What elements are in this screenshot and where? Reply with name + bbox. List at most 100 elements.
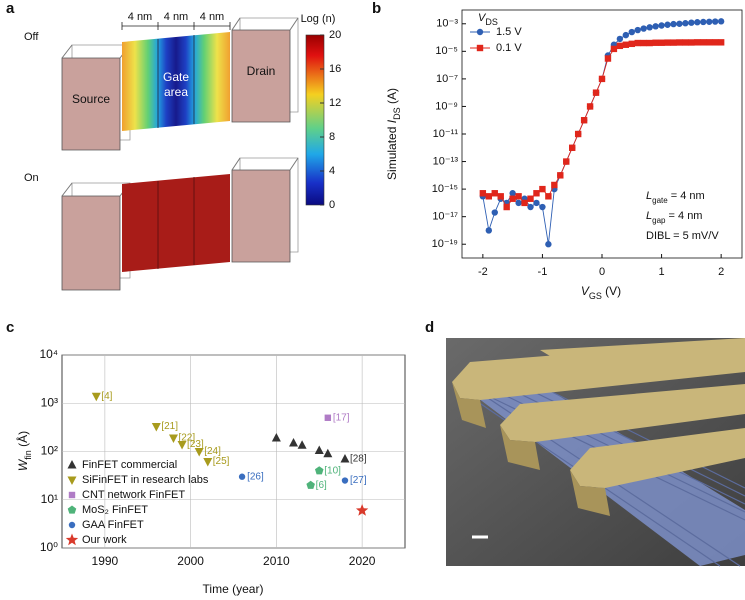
marker (551, 181, 558, 189)
marker (521, 199, 528, 207)
point-label: [25] (213, 456, 230, 467)
y-tick-label: 10⁻¹⁹ (432, 238, 458, 250)
point-label: [24] (204, 446, 221, 457)
label-part: (V) (602, 284, 621, 298)
y-axis-label: Simulated IDS (A) (385, 88, 402, 180)
marker (545, 241, 552, 248)
marker (711, 39, 719, 46)
marker (194, 448, 204, 457)
y-tick-label: 10⁻⁵ (435, 45, 458, 57)
y-tick-label: 10⁻¹¹ (433, 128, 459, 140)
drain-face (231, 169, 291, 263)
marker (694, 19, 701, 26)
label-part: (Å) (15, 431, 30, 450)
sem-image (446, 338, 745, 567)
marker (515, 199, 522, 207)
y-tick-label: 10⁰ (40, 540, 58, 554)
edge (61, 44, 73, 59)
drain-label: Drain (247, 64, 276, 78)
marker (503, 203, 510, 211)
legend-label: FinFET commercial (82, 459, 177, 471)
point-label: [10] (324, 465, 341, 476)
marker (688, 39, 695, 46)
label-part: V (478, 12, 487, 24)
marker (323, 448, 333, 458)
gate-label: area (164, 85, 188, 99)
marker (622, 31, 630, 39)
x-tick-label: 2010 (263, 554, 290, 568)
marker (700, 39, 707, 46)
marker (569, 144, 576, 151)
label-part: DS (392, 107, 402, 120)
marker (314, 445, 324, 454)
marker (68, 491, 76, 499)
marker (476, 28, 484, 36)
panel-label: b (372, 0, 381, 17)
marker (557, 172, 564, 179)
y-tick-label: 10² (41, 444, 58, 458)
marker (289, 438, 299, 447)
point-label: [28] (350, 454, 367, 465)
point-label: [26] (247, 471, 264, 482)
x-tick-label: -1 (538, 266, 548, 278)
marker (628, 28, 635, 36)
legend-label: Our work (82, 534, 127, 546)
point-label: [17] (333, 412, 350, 423)
y-tick-label: 10⁻⁹ (435, 100, 458, 112)
point-label: [4] (101, 391, 112, 402)
marker (634, 39, 641, 47)
marker (314, 466, 324, 475)
marker (91, 392, 101, 402)
device-off (61, 17, 299, 151)
gate-shadow (500, 425, 540, 470)
marker (271, 433, 281, 442)
marker (509, 190, 516, 197)
label-part: DS (485, 17, 498, 27)
panel-label: a (6, 0, 15, 17)
dimension-label: 4 nm (200, 11, 224, 23)
marker (598, 75, 606, 83)
marker (658, 22, 665, 29)
marker (628, 40, 635, 48)
marker (533, 199, 540, 207)
marker (646, 24, 653, 31)
marker (539, 185, 546, 193)
marker (717, 18, 725, 25)
annotation: DIBL = 5 mV/V (646, 230, 719, 242)
gate-electrode (540, 338, 745, 362)
state-label: On (24, 172, 39, 184)
x-axis-label: Time (year) (203, 582, 264, 596)
marker (610, 45, 618, 53)
marker (664, 21, 671, 28)
marker (634, 26, 641, 34)
edge (61, 182, 73, 197)
marker (616, 35, 624, 43)
colorbar-tick-label: 4 (329, 165, 335, 177)
marker (688, 19, 695, 26)
marker (67, 505, 77, 514)
y-tick-label: 10⁻¹³ (433, 155, 459, 167)
marker (355, 503, 369, 516)
channel-on (122, 174, 230, 272)
marker (664, 39, 671, 46)
marker (491, 190, 498, 197)
marker (509, 195, 516, 202)
marker (616, 42, 624, 50)
marker (238, 473, 246, 480)
drain-face (231, 29, 291, 123)
x-tick-label: 1990 (92, 554, 119, 568)
label-part: GS (589, 291, 602, 301)
marker (563, 158, 570, 165)
gate-electrode (570, 428, 745, 488)
marker (717, 39, 725, 46)
label-part: I (385, 119, 399, 123)
legend-label: MoS₂ FinFET (82, 504, 148, 516)
marker (670, 20, 677, 28)
marker (700, 18, 707, 26)
marker (539, 203, 546, 211)
legend-label: 0.1 V (496, 42, 522, 54)
panel-label: c (6, 319, 14, 336)
y-tick-label: 10¹ (41, 492, 58, 506)
y-axis-label: Wfin (Å) (15, 431, 33, 471)
